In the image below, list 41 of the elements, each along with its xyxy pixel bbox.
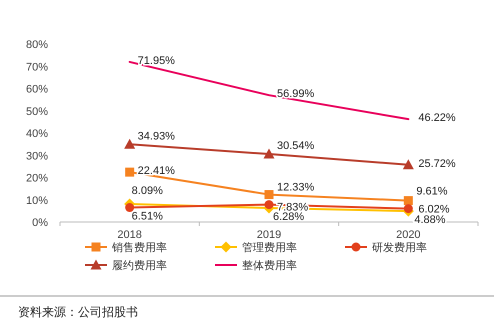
point <box>124 138 136 149</box>
data-label: 25.72% <box>418 158 456 170</box>
x-tick-label: 2019 <box>256 229 282 241</box>
legend-label: 研发费用率 <box>372 241 427 254</box>
data-label: 6.51% <box>132 210 164 223</box>
data-label: 4.88% <box>414 214 446 226</box>
legend-label: 整体费用率 <box>242 259 297 272</box>
point <box>125 168 134 177</box>
data-label: 9.61% <box>416 186 448 198</box>
legend-label: 管理费用率 <box>242 241 297 254</box>
point <box>404 204 413 214</box>
point <box>264 148 274 159</box>
data-label: 30.54% <box>277 140 315 152</box>
y-tick-label: 10% <box>26 194 48 207</box>
legend-label: 销售费用率 <box>111 241 167 254</box>
legend-label: 履约费用率 <box>112 259 167 272</box>
point <box>402 159 414 170</box>
x-tick-label: 2020 <box>396 229 421 241</box>
data-label: 12.33% <box>277 182 315 194</box>
data-label: 8.09% <box>132 185 164 197</box>
point <box>264 190 274 200</box>
y-tick-label: 0% <box>32 217 48 229</box>
point <box>404 196 413 206</box>
y-tick-label: 80% <box>26 39 48 51</box>
y-tick-label: 40% <box>26 128 48 140</box>
point <box>125 203 134 212</box>
data-label: 56.99% <box>277 88 315 100</box>
data-label: 34.93% <box>138 130 176 142</box>
point <box>264 200 274 210</box>
y-tick-label: 30% <box>26 150 48 162</box>
y-tick-label: 50% <box>26 106 48 118</box>
data-label: 71.95% <box>138 54 176 67</box>
text: 资料来源：公司招股书 <box>18 305 138 319</box>
y-tick-label: 70% <box>26 61 48 74</box>
data-label: 6.02% <box>418 204 450 216</box>
data-label: 22.41% <box>138 165 176 178</box>
y-tick-label: 60% <box>26 84 48 96</box>
data-label: 6.28% <box>273 211 304 224</box>
data-label: 46.22% <box>418 112 456 124</box>
y-tick-label: 20% <box>26 172 48 184</box>
x-tick-label: 2018 <box>117 229 142 241</box>
